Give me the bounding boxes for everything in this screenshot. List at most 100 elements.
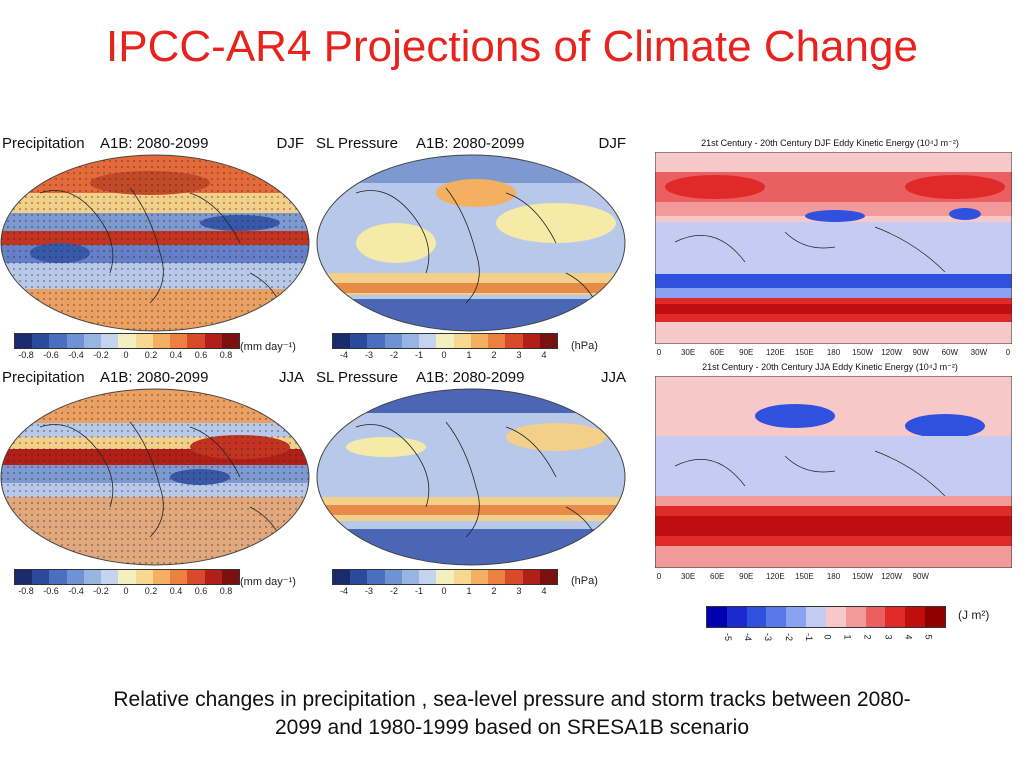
pressure-colorbar (332, 569, 558, 585)
longitude-tick-label: 120E (765, 572, 785, 581)
longitude-tick-label: 0 (656, 572, 662, 581)
longitude-tick-label: 90E (739, 572, 754, 581)
colorbar-swatch (49, 570, 67, 584)
panel-variable: Precipitation (2, 369, 85, 386)
eke-jja-map (655, 376, 1012, 568)
longitude-tick-label: 180 (826, 348, 841, 357)
slide-title: IPCC-AR4 Projections of Climate Change (106, 22, 918, 71)
longitude-tick-label: 150W (852, 572, 874, 581)
panel-scenario: A1B: 2080-2099 (100, 369, 209, 386)
colorbar-swatch (707, 607, 727, 627)
colorbar-tick-label: 1 (842, 634, 853, 640)
caption-line-1: Relative changes in precipitation , sea-… (113, 688, 911, 711)
colorbar-swatch (83, 570, 102, 584)
longitude-tick-label: 0 (656, 348, 662, 357)
colorbar-swatch (221, 570, 240, 584)
pressure-unit: (hPa) (571, 575, 598, 587)
longitude-tick-label: 0 (1005, 348, 1011, 357)
colorbar-tick-label: 5 (923, 634, 934, 640)
longitude-tick-label: 30W (970, 348, 988, 357)
colorbar-swatch (32, 570, 50, 584)
longitude-tick-label: 150W (852, 348, 874, 357)
longitude-tick-label: 60E (710, 348, 725, 357)
colorbar-tick-label: 0.8 (219, 586, 233, 596)
colorbar-swatch (204, 334, 222, 348)
colorbar-tick-label: -0.2 (93, 586, 109, 596)
longitude-tick-label: 60E (710, 572, 725, 581)
colorbar-tick-label: 0.4 (169, 350, 183, 360)
longitude-tick-label: 60W (941, 348, 959, 357)
sea-level-pressure-djf-map (316, 154, 626, 332)
colorbar-swatch (170, 570, 188, 584)
longitude-tick-label: 150E (795, 572, 814, 581)
slp-jja-header: SL Pressure A1B: 2080-2099 JJA (314, 367, 634, 387)
colorbar-tick-label: 0.2 (144, 586, 158, 596)
caption-line-2: 2099 and 1980-1999 based on SRESA1B scen… (274, 716, 750, 739)
colorbar-tick-label: -2 (389, 350, 399, 360)
sea-level-pressure-jja-map (316, 388, 626, 566)
pressure-colorbar (332, 333, 558, 349)
precip-djf-header: Precipitation A1B: 2080-2099 DJF (0, 133, 310, 153)
panel-season: DJF (276, 135, 305, 152)
longitude-tick-label: 180 (826, 572, 841, 581)
colorbar-swatch (135, 334, 153, 348)
colorbar-swatch (66, 570, 84, 584)
colorbar-tick-label: 2 (491, 586, 497, 596)
colorbar-tick-label: -1 (803, 632, 814, 642)
precipitation-colorbar (14, 569, 240, 585)
colorbar-tick-label: -2 (783, 632, 794, 642)
eke-djf-map (655, 152, 1012, 344)
colorbar-tick-label: -4 (743, 632, 754, 642)
colorbar-tick-label: -3 (364, 586, 374, 596)
colorbar-tick-label: 0.6 (194, 350, 208, 360)
colorbar-swatch (488, 570, 506, 584)
precipitation-colorbar-ticks: -0.8 -0.6 -0.4 -0.2 0 0.2 0.4 0.6 0.8 (14, 586, 238, 598)
colorbar-swatch (135, 570, 153, 584)
colorbar-tick-label: 0.8 (219, 350, 233, 360)
colorbar-tick-label: 1 (466, 586, 472, 596)
colorbar-swatch (83, 334, 102, 348)
colorbar-swatch (786, 607, 807, 627)
panel-variable: SL Pressure (316, 135, 398, 152)
colorbar-swatch (726, 607, 747, 627)
colorbar-swatch (436, 334, 454, 348)
slide-caption: Relative changes in precipitation , sea-… (0, 686, 1024, 742)
colorbar-swatch (350, 570, 368, 584)
eke-jja-title: 21st Century - 20th Century JJA Eddy Kin… (702, 362, 958, 372)
eke-jja-longitude-axis: 0 30E 60E 90E 120E 150E 180 150W 120W 90W (655, 572, 1012, 582)
panel-scenario: A1B: 2080-2099 (416, 369, 525, 386)
colorbar-swatch (905, 607, 926, 627)
colorbar-swatch (204, 570, 222, 584)
colorbar-swatch (470, 570, 489, 584)
colorbar-swatch (384, 334, 402, 348)
colorbar-swatch (187, 570, 205, 584)
eke-unit: (J m²) (958, 608, 990, 622)
longitude-tick-label: 30E (680, 572, 696, 581)
panel-season: JJA (278, 369, 304, 386)
colorbar-tick-label: -4 (339, 350, 349, 360)
slp-jja-panel: SL Pressure A1B: 2080-2099 JJA (314, 367, 634, 567)
colorbar-tick-label: -2 (389, 586, 399, 596)
colorbar-tick-label: 4 (541, 586, 547, 596)
panel-season: DJF (598, 135, 627, 152)
precip-jja-header: Precipitation A1B: 2080-2099 JJA (0, 367, 310, 387)
colorbar-swatch (766, 607, 787, 627)
colorbar-swatch (401, 334, 420, 348)
colorbar-tick-label: 2 (862, 634, 873, 640)
colorbar-tick-label: -3 (763, 632, 774, 642)
precipitation-colorbar-ticks: -0.8 -0.6 -0.4 -0.2 0 0.2 0.4 0.6 0.8 (14, 350, 238, 362)
colorbar-swatch (505, 570, 523, 584)
colorbar-swatch (885, 607, 906, 627)
slp-djf-panel: SL Pressure A1B: 2080-2099 DJF (314, 133, 634, 333)
pressure-colorbar-ticks: -4 -3 -2 -1 0 1 2 3 4 (332, 586, 556, 598)
colorbar-swatch (367, 570, 385, 584)
colorbar-swatch (925, 607, 945, 627)
colorbar-swatch (419, 570, 437, 584)
pressure-colorbar-ticks: -4 -3 -2 -1 0 1 2 3 4 (332, 350, 556, 362)
colorbar-tick-label: 0 (441, 586, 447, 596)
colorbar-tick-label: -0.8 (18, 586, 34, 596)
colorbar-tick-label: 3 (883, 634, 894, 640)
colorbar-swatch (350, 334, 368, 348)
panel-scenario: A1B: 2080-2099 (100, 135, 209, 152)
colorbar-tick-label: -1 (414, 586, 424, 596)
